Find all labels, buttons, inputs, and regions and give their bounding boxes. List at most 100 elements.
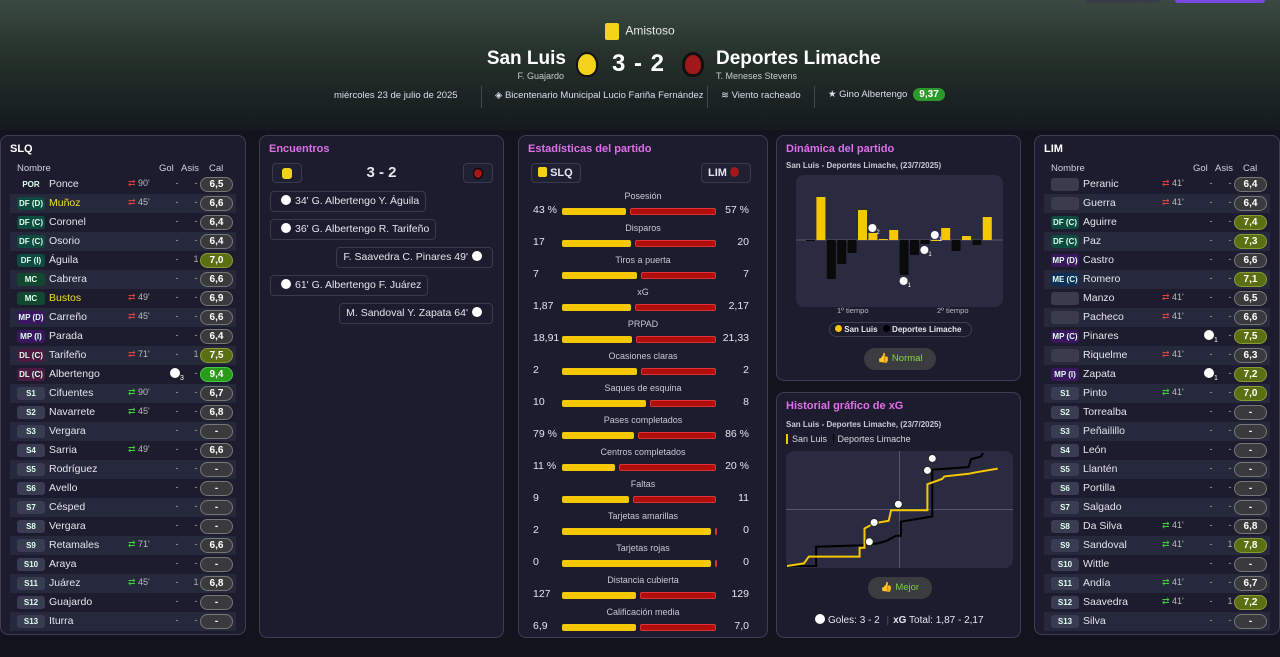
player-row[interactable]: S5 Rodríguez - - -: [10, 460, 236, 479]
player-name[interactable]: Retamales: [49, 539, 100, 551]
player-name[interactable]: Wittle: [1083, 558, 1110, 570]
player-row[interactable]: Manzo ⇄ 41' - -6,5: [1044, 289, 1270, 308]
player-row[interactable]: S6 Portilla - - -: [1044, 479, 1270, 498]
player-name[interactable]: Cifuentes: [49, 387, 94, 399]
player-name[interactable]: Muñoz: [49, 197, 81, 209]
goal-event[interactable]: 36' G. Albertengo R. Tarifeño: [270, 219, 437, 240]
player-name[interactable]: Pacheco: [1083, 311, 1124, 323]
player-row[interactable]: S2 Torrealba - - -: [1044, 403, 1270, 422]
player-row[interactable]: S7 Césped - - -: [10, 498, 236, 517]
player-name[interactable]: Riquelme: [1083, 349, 1128, 361]
player-name[interactable]: Torrealba: [1083, 406, 1127, 418]
player-row[interactable]: S10 Wittle - - -: [1044, 555, 1270, 574]
player-row[interactable]: Peranic ⇄ 41' - -6,4: [1044, 175, 1270, 194]
player-name[interactable]: Vergara: [49, 425, 86, 437]
player-row[interactable]: DF (C) Coronel - -6,4: [10, 213, 236, 232]
player-name[interactable]: Portilla: [1083, 482, 1116, 494]
player-row[interactable]: DF (D) Muñoz ⇄ 45' - -6,6: [10, 194, 236, 213]
player-name[interactable]: Saavedra: [1083, 596, 1128, 608]
player-row[interactable]: MP (D) Carreño ⇄ 45' - -6,6: [10, 308, 236, 327]
player-row[interactable]: MP (I) Zapata 1 -7,2: [1044, 365, 1270, 384]
player-name[interactable]: Guajardo: [49, 596, 93, 608]
player-name[interactable]: Coronel: [49, 216, 86, 228]
player-row[interactable]: S4 León - - -: [1044, 441, 1270, 460]
momentum-verdict-button[interactable]: 👍 Normal: [864, 348, 936, 370]
player-name[interactable]: Parada: [49, 330, 83, 342]
player-row[interactable]: S13 Iturra - - -: [10, 612, 236, 631]
player-row[interactable]: S9 Sandoval ⇄ 41' - 1 7,8: [1044, 536, 1270, 555]
player-row[interactable]: S7 Salgado - - -: [1044, 498, 1270, 517]
player-row[interactable]: DF (C) Paz - -7,3: [1044, 232, 1270, 251]
player-row[interactable]: S12 Saavedra ⇄ 41' - 1 7,2: [1044, 593, 1270, 612]
top-tab[interactable]: [1085, 0, 1160, 3]
player-of-match[interactable]: ★ Gino Albertengo 9,37: [828, 88, 945, 101]
player-name[interactable]: Cabrera: [49, 273, 87, 285]
player-name[interactable]: Peñailillo: [1083, 425, 1126, 437]
player-name[interactable]: Osorio: [49, 235, 80, 247]
player-row[interactable]: S5 Llantén - - -: [1044, 460, 1270, 479]
player-name[interactable]: Ponce: [49, 178, 79, 190]
player-row[interactable]: DF (I) Águila - 1 7,0: [10, 251, 236, 270]
player-name[interactable]: Zapata: [1083, 368, 1116, 380]
player-name[interactable]: Salgado: [1083, 501, 1122, 513]
player-row[interactable]: MC Cabrera - -6,6: [10, 270, 236, 289]
player-row[interactable]: S9 Retamales ⇄ 71' - -6,6: [10, 536, 236, 555]
player-name[interactable]: Vergara: [49, 520, 86, 532]
goal-event[interactable]: 34' G. Albertengo Y. Águila: [270, 191, 427, 212]
player-row[interactable]: S8 Vergara - - -: [10, 517, 236, 536]
home-team-name[interactable]: San Luis: [486, 48, 566, 69]
player-name[interactable]: Sandoval: [1083, 539, 1127, 551]
player-name[interactable]: Pinares: [1083, 330, 1119, 342]
player-name[interactable]: Navarrete: [49, 406, 96, 418]
player-name[interactable]: Águila: [49, 254, 79, 266]
player-row[interactable]: MC Bustos ⇄ 49' - -6,9: [10, 289, 236, 308]
player-row[interactable]: S6 Avello - - -: [10, 479, 236, 498]
player-name[interactable]: Castro: [1083, 254, 1114, 266]
goal-event[interactable]: M. Sandoval Y. Zapata 64': [339, 303, 493, 324]
player-name[interactable]: Iturra: [49, 615, 74, 627]
player-row[interactable]: POR Ponce ⇄ 90' - -6,5: [10, 175, 236, 194]
player-name[interactable]: Tarifeño: [49, 349, 87, 361]
player-name[interactable]: Rodríguez: [49, 463, 98, 475]
player-name[interactable]: Andía: [1083, 577, 1111, 589]
player-row[interactable]: S1 Pinto ⇄ 41' - -7,0: [1044, 384, 1270, 403]
player-name[interactable]: Pinto: [1083, 387, 1107, 399]
player-row[interactable]: MP (I) Parada - -6,4: [10, 327, 236, 346]
player-name[interactable]: Juárez: [49, 577, 81, 589]
player-row[interactable]: S13 Silva - - -: [1044, 612, 1270, 631]
legend-home[interactable]: San Luis: [786, 434, 828, 444]
away-team-name[interactable]: Deportes Limache: [716, 48, 881, 69]
player-name[interactable]: Césped: [49, 501, 86, 513]
player-row[interactable]: S12 Guajardo - - -: [10, 593, 236, 612]
player-row[interactable]: Guerra ⇄ 41' - -6,4: [1044, 194, 1270, 213]
player-row[interactable]: MP (C) Pinares 1 -7,5: [1044, 327, 1270, 346]
goal-event[interactable]: F. Saavedra C. Pinares 49': [336, 247, 493, 268]
legend-away[interactable]: Deportes Limache: [832, 434, 911, 444]
player-name[interactable]: Bustos: [49, 292, 82, 304]
xg-verdict-button[interactable]: 👍 Mejor: [868, 577, 932, 599]
player-name[interactable]: Sarria: [49, 444, 78, 456]
player-name[interactable]: Silva: [1083, 615, 1106, 627]
player-name[interactable]: Carreño: [49, 311, 87, 323]
player-name[interactable]: Peranic: [1083, 178, 1119, 190]
top-action[interactable]: [1175, 0, 1265, 3]
player-row[interactable]: S10 Araya - - -: [10, 555, 236, 574]
player-name[interactable]: Araya: [49, 558, 77, 570]
player-row[interactable]: S3 Peñailillo - - -: [1044, 422, 1270, 441]
player-row[interactable]: Riquelme ⇄ 41' - -6,3: [1044, 346, 1270, 365]
player-row[interactable]: S1 Cifuentes ⇄ 90' - -6,7: [10, 384, 236, 403]
player-row[interactable]: S11 Juárez ⇄ 45' - 1 6,8: [10, 574, 236, 593]
player-name[interactable]: Manzo: [1083, 292, 1115, 304]
player-row[interactable]: DL (C) Albertengo 3 -9,4: [10, 365, 236, 384]
player-row[interactable]: S11 Andía ⇄ 41' - -6,7: [1044, 574, 1270, 593]
player-name[interactable]: Da Silva: [1083, 520, 1123, 532]
player-row[interactable]: DF (C) Osorio - -6,4: [10, 232, 236, 251]
player-row[interactable]: S3 Vergara - - -: [10, 422, 236, 441]
goal-event[interactable]: 61' G. Albertengo F. Juárez: [270, 275, 429, 296]
player-row[interactable]: ME (C) Romero - -7,1: [1044, 270, 1270, 289]
player-name[interactable]: Paz: [1083, 235, 1102, 247]
player-name[interactable]: Albertengo: [49, 368, 100, 380]
player-name[interactable]: Avello: [49, 482, 78, 494]
player-row[interactable]: DL (C) Tarifeño ⇄ 71' - 1 7,5: [10, 346, 236, 365]
player-row[interactable]: S8 Da Silva ⇄ 41' - -6,8: [1044, 517, 1270, 536]
